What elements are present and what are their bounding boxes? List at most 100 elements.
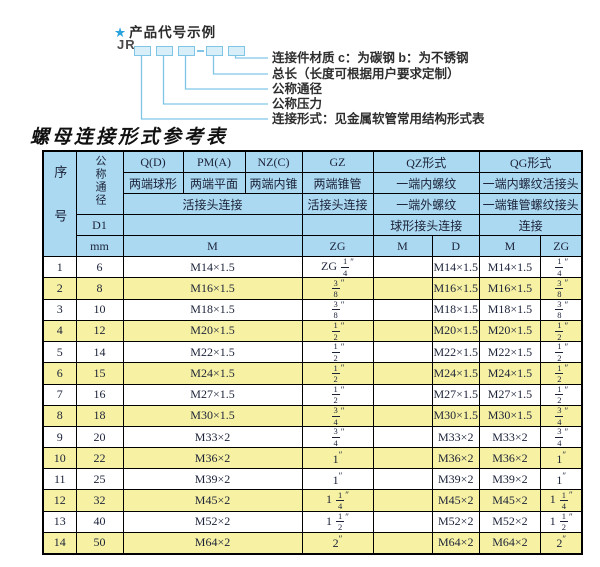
cell-qz-d: M16×1.5 bbox=[431, 277, 480, 300]
cell-qz-d: M33×2 bbox=[431, 425, 480, 449]
cell-qg-zg: 3 4 ″ bbox=[539, 425, 583, 449]
cell-m: M27×1.5 bbox=[122, 383, 303, 406]
connector-lines bbox=[140, 55, 268, 120]
seq-vertical-text: 序号 bbox=[52, 164, 68, 254]
qg-zg-header: ZG bbox=[539, 235, 583, 257]
cell-dn: 22 bbox=[75, 447, 124, 470]
d1-header: D1 bbox=[75, 214, 124, 236]
cell-dn: 18 bbox=[75, 404, 124, 428]
col-header-seq: 序号 bbox=[42, 150, 77, 257]
cell-qg-m: M30×1.5 bbox=[478, 404, 541, 428]
col-header-pm: PM(A) bbox=[182, 150, 246, 173]
cell-seq: 14 bbox=[42, 531, 77, 555]
code-box-1 bbox=[134, 46, 151, 56]
cell-qg-zg: 1 1 2 ″ bbox=[539, 510, 583, 533]
cell-qz-d: M36×2 bbox=[431, 447, 480, 470]
qg-m-header: M bbox=[478, 235, 541, 257]
cell-qz-m bbox=[372, 298, 433, 321]
table-row: 7 16 M27×1.5 1 2 ″ M27×1.5 M27×1.5 1 2 ″ bbox=[42, 383, 583, 406]
col-header-qz: QZ形式 bbox=[372, 150, 480, 173]
qz-d-header: D bbox=[431, 235, 480, 257]
cell-dn: 15 bbox=[75, 362, 124, 385]
empty-cell bbox=[122, 214, 303, 236]
cell-dn: 6 bbox=[75, 255, 124, 279]
cell-qg-zg: 2″ bbox=[539, 531, 583, 555]
cell-seq: 6 bbox=[42, 362, 77, 385]
cell-qz-d: M64×2 bbox=[431, 531, 480, 555]
pressure-label: 公称压力 bbox=[272, 97, 323, 111]
cell-dn: 16 bbox=[75, 383, 124, 406]
mm-header: mm bbox=[75, 235, 124, 257]
cell-qz-m bbox=[372, 531, 433, 555]
table-row: 6 15 M24×1.5 1 2 ″ M24×1.5 M24×1.5 1 2 ″ bbox=[42, 362, 583, 385]
cell-seq: 13 bbox=[42, 510, 77, 533]
table-title: 螺母连接形式参考表 bbox=[30, 127, 229, 148]
subheader-nz: 两端内锥 bbox=[244, 172, 303, 194]
code-box-2 bbox=[156, 46, 173, 56]
cell-qg-m: M22×1.5 bbox=[478, 340, 541, 364]
cell-gz: 1 2 ″ bbox=[301, 319, 374, 343]
cell-dn: 20 bbox=[75, 425, 124, 449]
cell-gz: 1 2 ″ bbox=[301, 362, 374, 385]
cell-gz: 1 1 4 ″ bbox=[301, 489, 374, 512]
cell-seq: 9 bbox=[42, 425, 77, 449]
cell-qz-m bbox=[372, 255, 433, 279]
table-row: 1 6 M14×1.5 ZG 1 4 ″ M14×1.5 M14×1.5 1 4 ″ bbox=[42, 255, 583, 279]
col-header-q: Q(D) bbox=[122, 150, 184, 173]
subheader-gz: 两端锥管 bbox=[301, 172, 374, 194]
col-header-gz: GZ bbox=[301, 150, 374, 173]
table-row: 12 32 M45×2 1 1 4 ″ M45×2 M45×2 1 1 4 ″ bbox=[42, 489, 583, 512]
diagram-heading: ★ 产品代号示例 bbox=[114, 21, 216, 41]
cell-m: M18×1.5 bbox=[122, 298, 303, 321]
cell-qg-zg: 1″ bbox=[539, 468, 583, 491]
table-row: 5 14 M22×1.5 1 2 ″ M22×1.5 M22×1.5 1 2 ″ bbox=[42, 340, 583, 364]
union-connection-header: 活接头连接 bbox=[122, 193, 303, 215]
cell-m: M39×2 bbox=[122, 468, 303, 491]
cell-qg-zg: 1 4 ″ bbox=[539, 255, 583, 279]
cell-m: M16×1.5 bbox=[122, 277, 303, 300]
cell-dn: 8 bbox=[75, 277, 124, 300]
cell-gz: 1″ bbox=[301, 447, 374, 470]
cell-gz: 3 8 ″ bbox=[301, 277, 374, 300]
cell-qz-m bbox=[372, 425, 433, 449]
cell-qg-zg: 1 2 ″ bbox=[539, 340, 583, 364]
zg-header: ZG bbox=[301, 235, 374, 257]
table-header: 序号 公称通径 Q(D) PM(A) NZ(C) GZ QZ形式 QG形式 两端… bbox=[42, 150, 583, 257]
cell-qz-m bbox=[372, 340, 433, 364]
cell-gz: ZG 1 4 ″ bbox=[301, 255, 374, 279]
cell-qz-d: M22×1.5 bbox=[431, 340, 480, 364]
cell-qg-m: M27×1.5 bbox=[478, 383, 541, 406]
cell-qz-d: M30×1.5 bbox=[431, 404, 480, 428]
cell-qz-d: M18×1.5 bbox=[431, 298, 480, 321]
cell-gz: 2″ bbox=[301, 531, 374, 555]
cell-seq: 5 bbox=[42, 340, 77, 364]
diameter-label: 公称通径 bbox=[272, 82, 323, 96]
table-row: 2 8 M16×1.5 3 8 ″ M16×1.5 M16×1.5 3 8 ″ bbox=[42, 277, 583, 300]
nut-connection-reference-table: 序号 公称通径 Q(D) PM(A) NZ(C) GZ QZ形式 QG形式 两端… bbox=[42, 150, 584, 555]
col-header-nz: NZ(C) bbox=[244, 150, 303, 173]
cell-seq: 2 bbox=[42, 277, 77, 300]
cell-dn: 32 bbox=[75, 489, 124, 512]
cell-qg-m: M16×1.5 bbox=[478, 277, 541, 300]
cell-dn: 25 bbox=[75, 468, 124, 491]
cell-seq: 11 bbox=[42, 468, 77, 491]
code-prefix: JR bbox=[117, 37, 136, 52]
cell-qg-m: M36×2 bbox=[478, 447, 541, 470]
cell-qg-zg: 3 8 ″ bbox=[539, 277, 583, 300]
cell-m: M33×2 bbox=[122, 425, 303, 449]
cell-m: M14×1.5 bbox=[122, 255, 303, 279]
